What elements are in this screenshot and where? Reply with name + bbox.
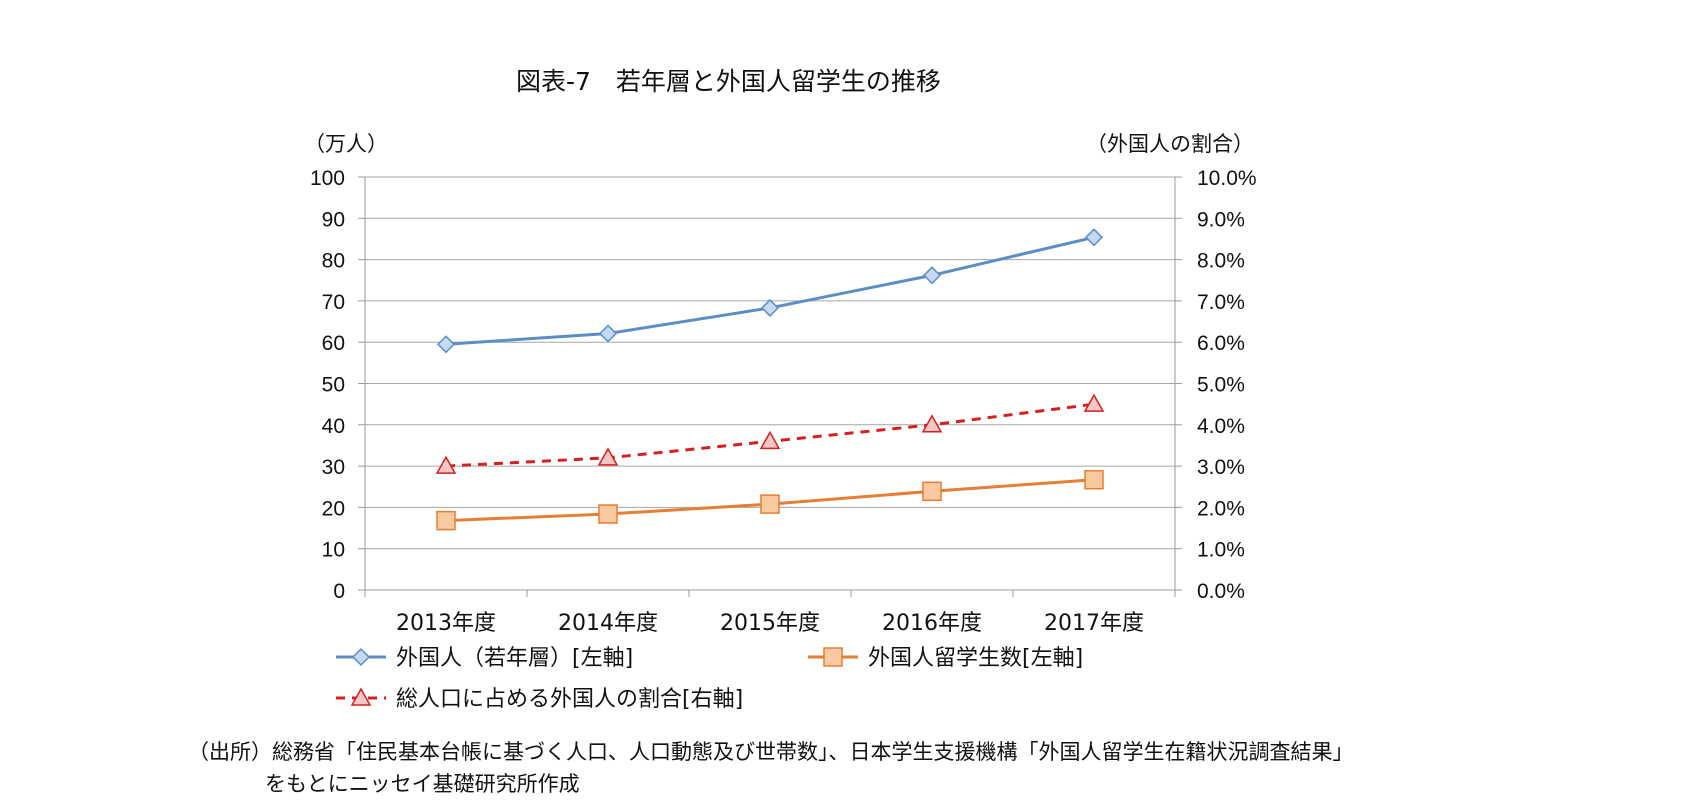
data-point-diamond	[598, 324, 618, 343]
x-tick-label: 2014年度	[558, 611, 658, 636]
data-point-triangle	[759, 430, 781, 450]
legend-label: 外国人（若年層）[左軸]	[396, 646, 633, 671]
right-tick-label: 5.0%	[1197, 374, 1245, 397]
data-point-diamond	[922, 266, 942, 285]
data-point-diamond	[760, 298, 780, 317]
left-tick-label: 60	[322, 332, 345, 355]
right-tick-label: 9.0%	[1197, 208, 1245, 231]
left-tick-label: 100	[310, 167, 345, 190]
legend-label: 総人口に占める外国人の割合[右軸]	[396, 687, 743, 712]
source-line-1: （出所）総務省「住民基本台帳に基づく人口、人口動態及び世帯数」、日本学生支援機構…	[188, 740, 1354, 764]
data-point-triangle	[1083, 393, 1105, 412]
data-point-triangle	[435, 455, 457, 474]
data-point-square	[436, 510, 456, 531]
data-point-square	[922, 481, 942, 502]
right-tick-label: 4.0%	[1197, 415, 1245, 438]
left-tick-label: 10	[322, 539, 345, 562]
data-point-diamond	[1084, 228, 1104, 247]
right-tick-label: 7.0%	[1197, 291, 1245, 314]
left-tick-label: 30	[322, 456, 345, 479]
data-point-square	[760, 494, 780, 514]
left-tick-label: 90	[322, 208, 345, 231]
right-tick-label: 6.0%	[1197, 332, 1245, 355]
legend-marker-square	[823, 647, 843, 667]
data-point-square	[598, 504, 618, 524]
left-tick-label: 0	[333, 580, 345, 603]
right-tick-label: 2.0%	[1197, 497, 1245, 520]
x-tick-label: 2016年度	[882, 611, 982, 636]
left-axis-unit: （万人）	[304, 132, 388, 156]
x-tick-label: 2015年度	[720, 611, 820, 636]
left-tick-label: 20	[322, 497, 345, 520]
left-tick-label: 40	[322, 415, 345, 438]
source-note: （出所）総務省「住民基本台帳に基づく人口、人口動態及び世帯数」、日本学生支援機構…	[188, 736, 1354, 800]
right-tick-label: 1.0%	[1197, 539, 1245, 562]
data-point-diamond	[436, 335, 456, 354]
source-line-2: をもとにニッセイ基礎研究所作成	[265, 772, 580, 796]
legend-marker-triangle	[350, 687, 372, 706]
series-line-1	[445, 235, 1095, 346]
right-tick-label: 3.0%	[1197, 456, 1245, 479]
x-tick-label: 2013年度	[396, 611, 496, 636]
right-tick-label: 10.0%	[1197, 167, 1257, 190]
left-tick-label: 70	[322, 291, 345, 314]
left-tick-label: 50	[322, 374, 345, 397]
right-axis-unit: （外国人の割合）	[1086, 132, 1254, 156]
left-tick-label: 80	[322, 250, 345, 273]
legend-marker-diamond	[351, 647, 371, 667]
right-tick-label: 0.0%	[1197, 580, 1245, 603]
right-tick-label: 8.0%	[1197, 250, 1245, 273]
x-tick-label: 2017年度	[1044, 611, 1144, 636]
data-point-square	[1084, 469, 1104, 490]
legend-label: 外国人留学生数[左軸]	[868, 646, 1083, 671]
data-point-triangle	[921, 414, 943, 433]
data-point-triangle	[597, 447, 619, 466]
